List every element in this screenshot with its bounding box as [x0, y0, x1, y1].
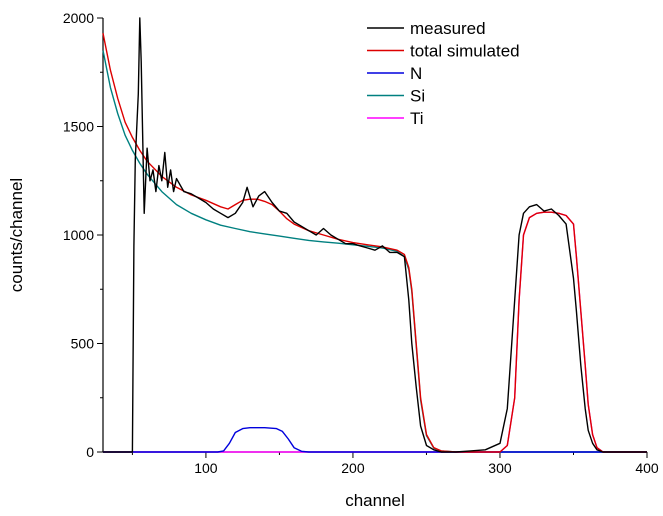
- y-tick-label: 1000: [63, 227, 94, 243]
- legend-label: Si: [410, 87, 425, 106]
- axes: [102, 18, 647, 453]
- legend-label: measured: [410, 19, 486, 38]
- series-lines: [102, 17, 647, 453]
- y-tick-label: 2000: [63, 10, 94, 26]
- axis-ticks: 100 200 300 400 0 500 1000 1500 2000: [63, 10, 659, 476]
- series-line-n: [103, 427, 647, 453]
- x-tick-label: 100: [194, 460, 218, 476]
- legend-label: N: [410, 64, 422, 83]
- legend-label: total simulated: [410, 42, 520, 61]
- series-line-si: [102, 50, 647, 453]
- x-tick-label: 300: [488, 460, 512, 476]
- series-line-ti: [103, 211, 647, 453]
- y-tick-label: 500: [71, 336, 95, 352]
- legend: measured total simulated N Si Ti: [367, 19, 520, 128]
- y-tick-label: 0: [86, 444, 94, 460]
- y-tick-label: 1500: [63, 119, 94, 135]
- series-line-total-simulated: [102, 33, 647, 453]
- y-axis-title: counts/channel: [7, 178, 26, 292]
- series-line-measured: [103, 17, 647, 453]
- x-tick-label: 200: [341, 460, 365, 476]
- legend-label: Ti: [410, 109, 424, 128]
- x-axis-title: channel: [345, 491, 405, 510]
- x-tick-label: 400: [635, 460, 659, 476]
